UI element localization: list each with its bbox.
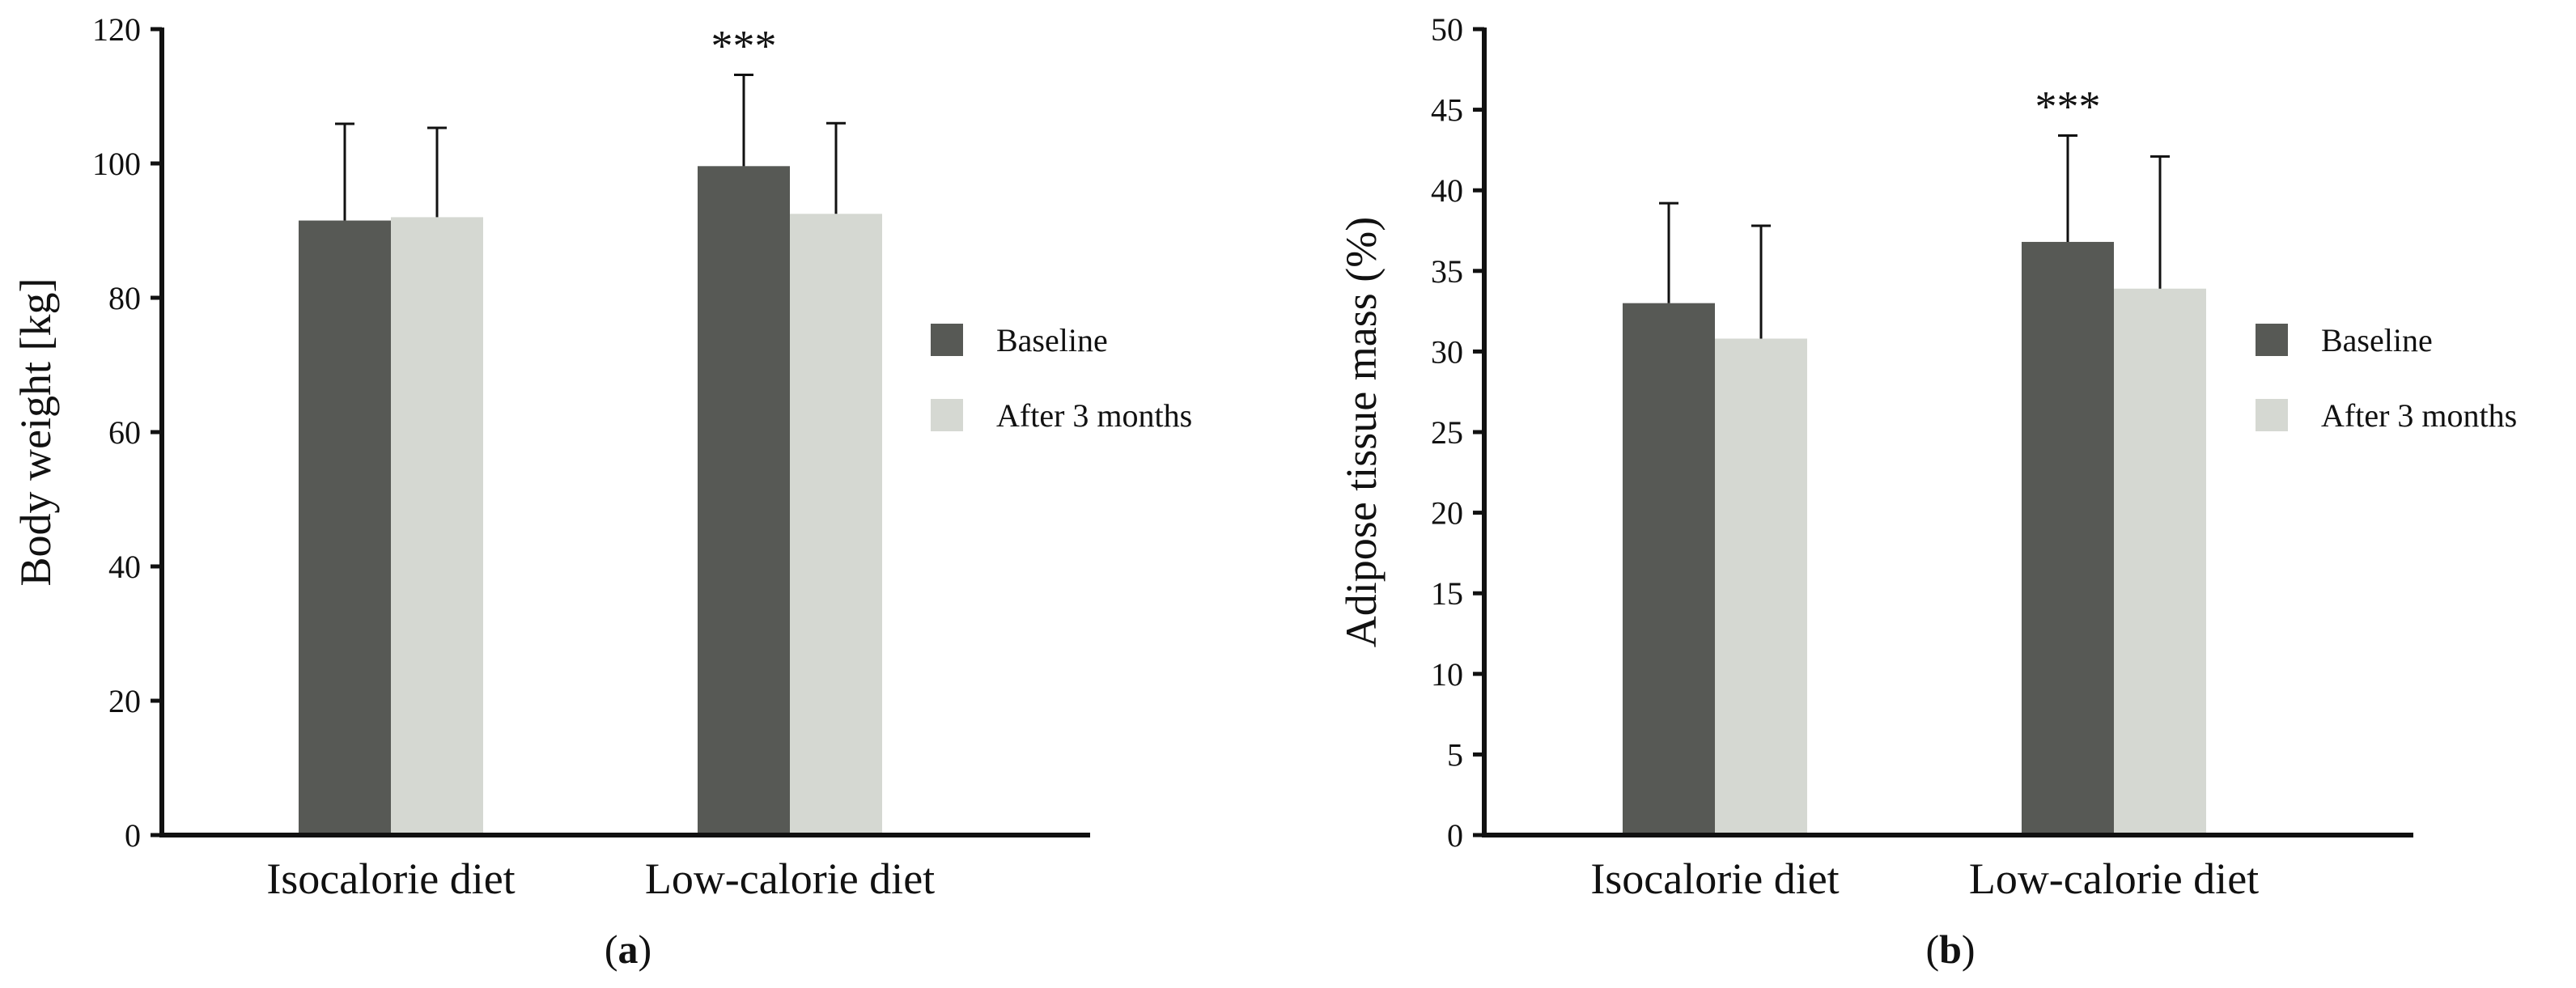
significance-marker: *** — [711, 21, 777, 70]
y-tick-label: 45 — [1431, 92, 1463, 129]
panel-label: (b) — [1925, 927, 1975, 972]
x-category-label: Isocalorie diet — [266, 854, 515, 903]
bar-baseline — [1623, 303, 1715, 835]
bar-baseline — [299, 220, 391, 835]
legend-label: Baseline — [996, 322, 1108, 358]
panel-a-chart: 0 20 40 60 80 100 120 *** Isocalorie diet Low-cal… — [11, 11, 1192, 972]
y-tick-label: 10 — [1431, 656, 1463, 693]
y-tick-label: 80 — [108, 280, 141, 316]
y-tick-label: 40 — [1431, 172, 1463, 209]
y-tick-label: 20 — [1431, 495, 1463, 532]
legend-swatch-baseline — [931, 324, 963, 356]
panel-b-chart: 0 5 10 15 20 25 30 35 40 45 50 *** Isocalorie diet Lo… — [1337, 11, 2517, 972]
y-tick-label: 40 — [108, 549, 141, 585]
legend-swatch-after-3-months — [931, 399, 963, 431]
bar-after-3-months — [1715, 338, 1807, 835]
legend-label: After 3 months — [2321, 397, 2517, 434]
bar-baseline — [698, 166, 790, 835]
bar-after-3-months — [2114, 288, 2206, 835]
y-tick-label: 30 — [1431, 333, 1463, 370]
legend-swatch-baseline — [2256, 324, 2288, 356]
x-category-label: Low-calorie diet — [1969, 854, 2259, 903]
panel-letter: b — [1939, 927, 1962, 972]
y-tick-label: 15 — [1431, 575, 1463, 612]
y-axis-title: Body weight [kg] — [11, 278, 60, 587]
y-tick-label: 0 — [1447, 817, 1463, 854]
panel-label: (a) — [605, 927, 651, 972]
panel-letter: a — [618, 927, 639, 972]
significance-marker: *** — [2035, 82, 2101, 130]
legend-label: Baseline — [2321, 322, 2433, 358]
y-tick-label: 5 — [1447, 736, 1463, 773]
x-category-label: Low-calorie diet — [645, 854, 935, 903]
bar-baseline — [2022, 241, 2114, 836]
legend-swatch-after-3-months — [2256, 399, 2288, 431]
bar-after-3-months — [391, 217, 483, 835]
y-tick-label: 20 — [108, 683, 141, 719]
y-tick-label: 50 — [1431, 11, 1463, 48]
x-category-label: Isocalorie diet — [1590, 854, 1839, 903]
legend-label: After 3 months — [996, 397, 1192, 434]
bar-after-3-months — [790, 214, 882, 835]
y-tick-label: 120 — [92, 11, 141, 48]
y-axis-title: Adipose tissue mass (%) — [1337, 217, 1386, 647]
y-tick-label: 60 — [108, 414, 141, 451]
y-tick-label: 0 — [125, 817, 141, 854]
y-tick-label: 100 — [92, 146, 141, 182]
y-tick-label: 25 — [1431, 414, 1463, 451]
y-tick-label: 35 — [1431, 253, 1463, 290]
